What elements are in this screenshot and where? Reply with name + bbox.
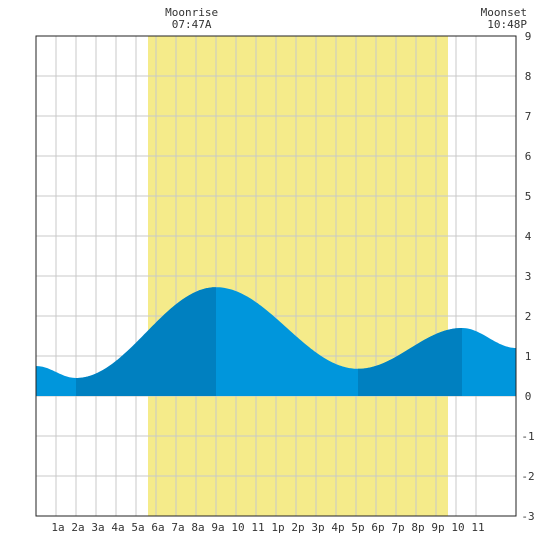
tide-area-band	[76, 287, 216, 396]
x-tick-label: 10	[231, 521, 244, 534]
tide-area-band	[358, 328, 462, 396]
y-tick-label: 5	[525, 190, 532, 203]
frame-layer	[35, 35, 517, 517]
moonset-time: 10:48P	[487, 18, 527, 31]
x-tick-label: 5a	[131, 521, 144, 534]
x-tick-label: 5p	[351, 521, 364, 534]
y-tick-label: -3	[521, 510, 534, 523]
tide-layer	[36, 287, 516, 396]
x-tick-label: 1p	[271, 521, 284, 534]
y-tick-label: 1	[525, 350, 532, 363]
moonrise-label: Moonrise	[165, 6, 218, 19]
y-tick-label: 2	[525, 310, 532, 323]
x-tick-label: 9a	[211, 521, 224, 534]
x-tick-label: 10	[451, 521, 464, 534]
moonset-annotation: Moonset 10:48P	[481, 6, 528, 31]
y-tick-label: -1	[521, 430, 534, 443]
x-tick-label: 11	[471, 521, 484, 534]
x-tick-label: 4p	[331, 521, 344, 534]
y-tick-label: 8	[525, 70, 532, 83]
x-tick-label: 8p	[411, 521, 424, 534]
x-tick-label: 4a	[111, 521, 124, 534]
y-tick-label: 4	[525, 230, 532, 243]
x-tick-label: 6a	[151, 521, 164, 534]
moonset-label: Moonset	[481, 6, 527, 19]
x-tick-label: 9p	[431, 521, 444, 534]
x-tick-label: 3p	[311, 521, 324, 534]
y-tick-label: -2	[521, 470, 534, 483]
y-tick-label: 3	[525, 270, 532, 283]
x-tick-label: 7a	[171, 521, 184, 534]
moonrise-annotation: Moonrise 07:47A	[165, 6, 218, 31]
x-tick-label: 11	[251, 521, 264, 534]
y-tick-label: 0	[525, 390, 532, 403]
x-tick-label: 3a	[91, 521, 104, 534]
y-tick-label: 6	[525, 150, 532, 163]
x-tick-label: 6p	[371, 521, 384, 534]
x-tick-label: 8a	[191, 521, 204, 534]
moonrise-time: 07:47A	[172, 18, 212, 31]
grid-layer	[36, 35, 516, 517]
x-tick-label: 2p	[291, 521, 304, 534]
x-tick-label: 1a	[51, 521, 64, 534]
y-tick-label: 9	[525, 30, 532, 43]
axis-labels: -3 -2 -1 0 1 2 3 4 5 6 7 8 9 1a 2a 3a 4a 5a 6a 7a 8a 9a 10 11 1p…	[51, 30, 534, 534]
x-tick-label: 2a	[71, 521, 84, 534]
x-tick-label: 7p	[391, 521, 404, 534]
y-tick-label: 7	[525, 110, 532, 123]
plot-frame	[35, 35, 517, 517]
